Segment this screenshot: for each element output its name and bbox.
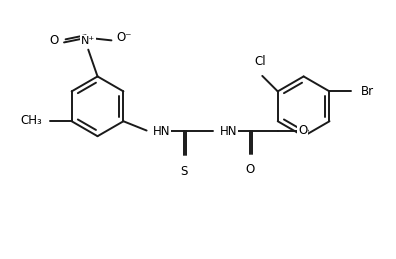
Text: Cl: Cl <box>254 55 266 68</box>
Text: O: O <box>50 34 59 47</box>
Text: S: S <box>180 164 187 177</box>
Text: Br: Br <box>360 85 373 98</box>
Text: CH₃: CH₃ <box>20 114 42 127</box>
Text: HN: HN <box>220 125 237 138</box>
Text: O⁻: O⁻ <box>116 31 131 44</box>
Text: O: O <box>298 124 307 137</box>
Text: HN: HN <box>153 125 170 138</box>
Text: N⁺: N⁺ <box>81 35 95 46</box>
Text: O: O <box>245 163 254 176</box>
